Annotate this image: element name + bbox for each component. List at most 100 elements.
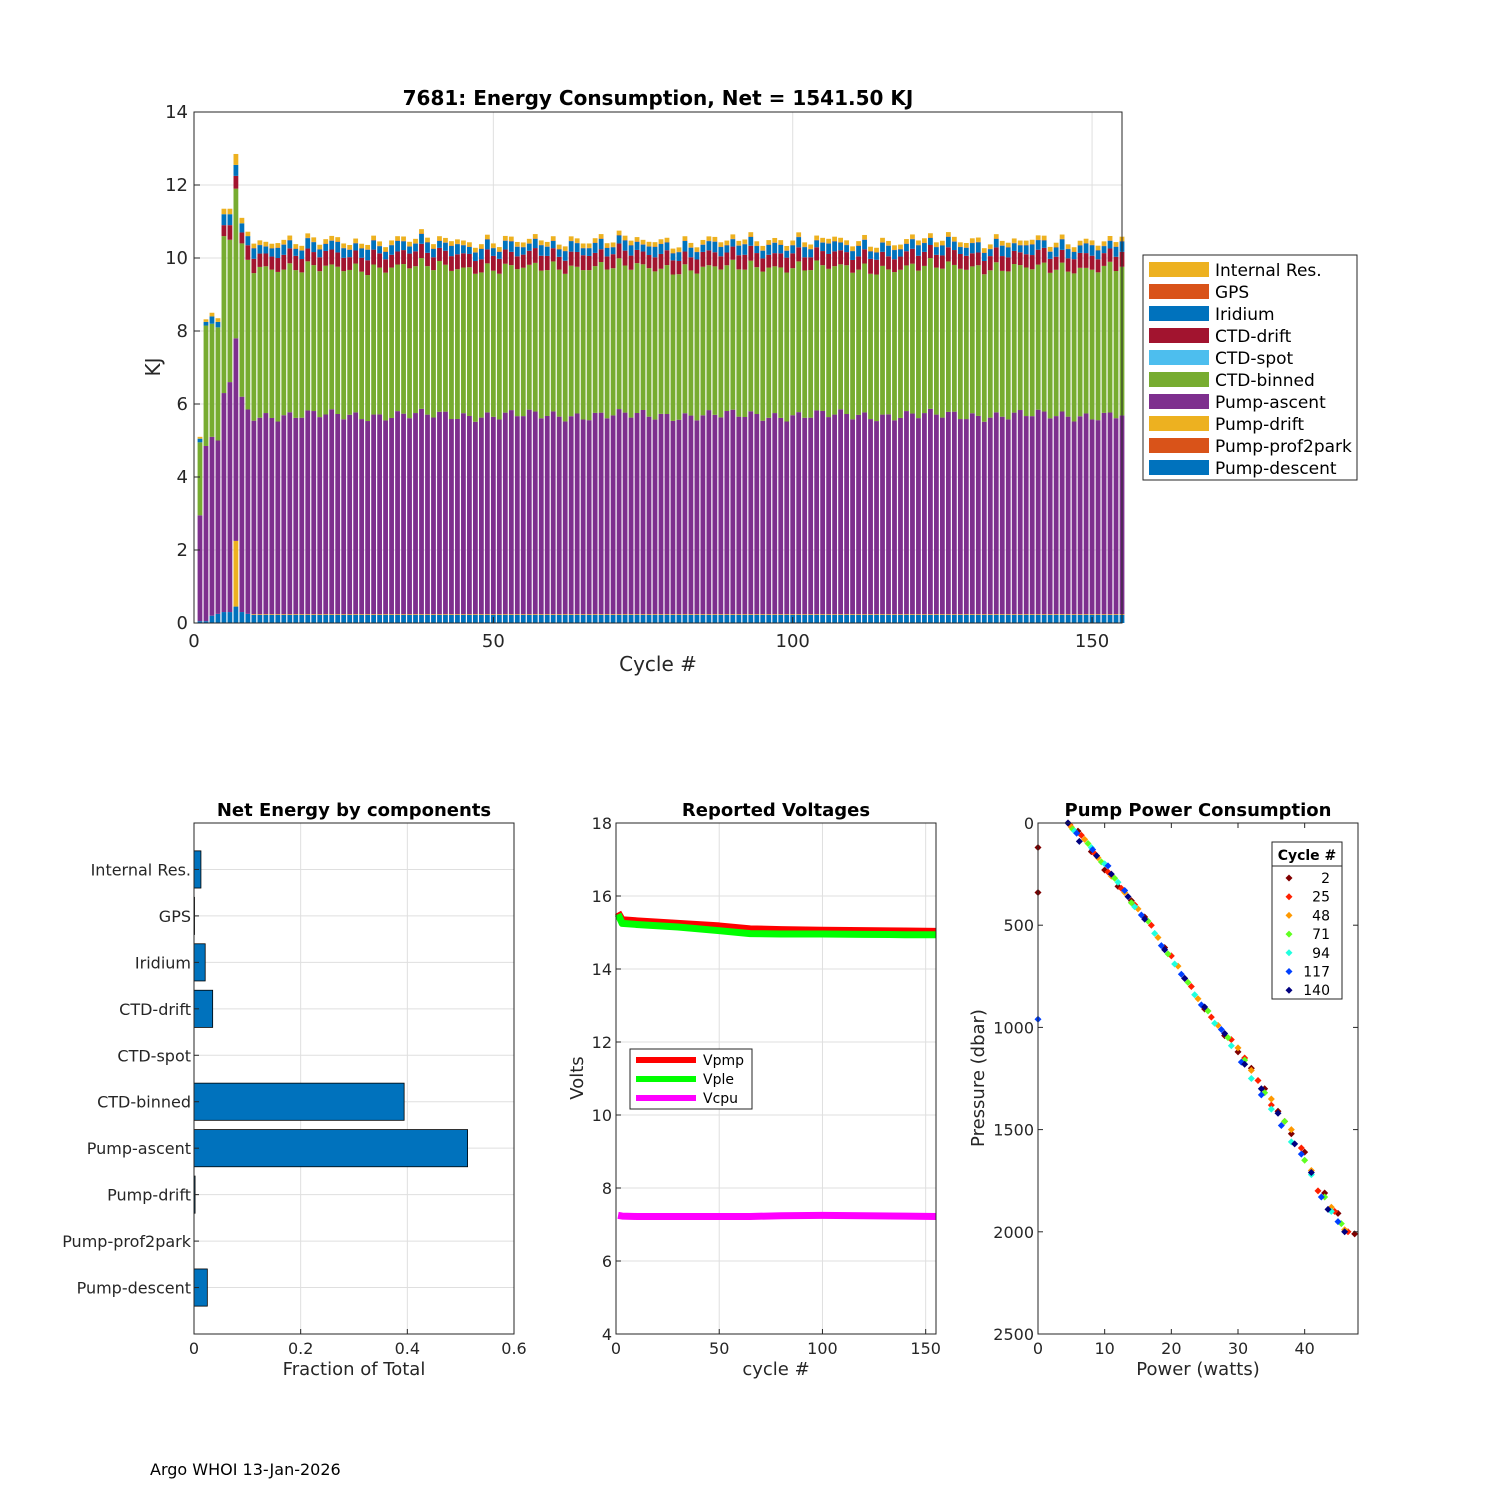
top-bar-segment — [916, 255, 921, 271]
top-bar-segment — [850, 251, 855, 260]
pump-data-point — [1307, 1169, 1315, 1177]
pump-y-tick-label: 2000 — [993, 1223, 1034, 1242]
top-bar-segment — [467, 614, 472, 623]
top-bar-segment — [1095, 272, 1101, 421]
top-bar-segment — [365, 421, 371, 615]
top-bar-segment — [904, 411, 909, 615]
top-bar-segment — [742, 244, 748, 255]
top-bar-segment — [658, 244, 664, 254]
top-bar-segment — [520, 247, 526, 255]
top-bar-segment — [221, 208, 227, 215]
top-bar-segment — [730, 234, 736, 239]
top-bar-segment — [287, 248, 293, 264]
top-bar-segment — [317, 614, 323, 623]
top-bar-segment — [610, 614, 616, 623]
top-bar-segment — [293, 248, 299, 256]
top-bar-segment — [898, 256, 903, 270]
top-bar-segment — [431, 614, 436, 623]
top-bar-segment — [275, 271, 281, 422]
top-bar-segment — [347, 257, 353, 270]
top-bar-segment — [353, 412, 359, 615]
top-bar-segment — [802, 417, 808, 615]
top-bar-segment — [670, 614, 676, 615]
top-bar-segment — [514, 614, 520, 623]
pump-data-point — [1257, 1091, 1265, 1099]
pump-legend-box — [1271, 841, 1343, 1000]
top-bar-segment — [880, 414, 885, 615]
top-bar-segment — [526, 238, 532, 244]
top-bar-segment — [676, 614, 682, 623]
top-bar-segment — [532, 262, 538, 412]
volt-y-tick-label: 6 — [602, 1252, 612, 1271]
top-bar-segment — [455, 418, 460, 615]
top-bar-segment — [574, 614, 580, 615]
top-bar-segment — [778, 417, 784, 615]
pump-data-point — [1207, 1013, 1215, 1021]
top-bar-segment — [784, 250, 790, 258]
top-bar-segment — [1113, 242, 1119, 247]
top-bar-segment — [401, 241, 406, 251]
pump-points — [1034, 819, 1359, 1238]
top-bar-segment — [335, 614, 341, 615]
top-bar-segment — [682, 614, 688, 615]
top-bar-segment — [712, 252, 718, 267]
top-bar-segment — [676, 419, 682, 615]
top-bar-segment — [586, 243, 592, 248]
top-bar-segment — [1083, 614, 1089, 623]
top-bar-segment — [886, 245, 891, 257]
top-bar-segment — [928, 614, 933, 623]
top-bar-segment — [532, 614, 538, 623]
top-bar-segment — [281, 269, 287, 416]
top-bar-segment — [981, 614, 987, 623]
pump-legend-marker — [1285, 911, 1293, 919]
top-bar-segment — [287, 614, 293, 615]
pump-x-tick-label: 40 — [1294, 1339, 1314, 1358]
top-bar-segment — [520, 416, 526, 615]
top-bar-segment — [359, 614, 365, 623]
top-bar-segment — [347, 614, 353, 615]
pump-data-point — [1194, 995, 1202, 1003]
top-bar-segment — [892, 272, 897, 421]
top-bar-segment — [987, 270, 993, 418]
top-bar-segment — [718, 269, 724, 418]
top-bar-segment — [520, 614, 526, 615]
top-bar-segment — [1083, 614, 1089, 615]
top-bar-segment — [1059, 239, 1065, 250]
top-bar-segment — [688, 614, 694, 615]
volt-legend: Vpmp Vple Vcpu — [629, 1048, 753, 1110]
top-bar-segment — [490, 248, 496, 256]
top-bar-segment — [389, 254, 394, 268]
top-bar-segment — [592, 614, 598, 623]
top-bar-segment — [245, 245, 251, 260]
top-bar-segment — [766, 417, 772, 615]
top-bar-segment — [1041, 247, 1047, 263]
top-bar-segment — [724, 240, 730, 245]
top-bar-segment — [472, 614, 478, 623]
top-bar-segment — [580, 270, 586, 420]
volt-x-tick-label: 100 — [807, 1339, 838, 1358]
top-bar-segment — [568, 265, 574, 417]
top-bar-segment — [227, 239, 233, 383]
top-bar-segment — [431, 244, 436, 249]
top-bar-segment — [778, 253, 784, 268]
top-bar-segment — [257, 266, 263, 418]
top-bar-segment — [628, 255, 634, 270]
pump-data-point — [1161, 946, 1169, 954]
top-bar-segment — [838, 409, 844, 615]
top-bar-segment — [640, 409, 646, 615]
top-bar-segment — [730, 409, 736, 615]
top-bar-segment — [1041, 614, 1047, 615]
top-bar-segment — [299, 272, 305, 418]
top-bar-segment — [233, 338, 239, 541]
top-bar-segment — [969, 614, 975, 623]
pump-data-point — [1141, 915, 1149, 923]
pump-data-point — [1257, 1085, 1265, 1093]
top-bar-segment — [377, 246, 382, 254]
top-bar-segment — [389, 267, 394, 418]
top-bar-segment — [221, 225, 227, 237]
pump-legend-marker — [1285, 949, 1293, 957]
top-bar-segment — [945, 247, 951, 262]
top-bar-segment — [461, 245, 466, 254]
volt-y-tick-label: 12 — [592, 1033, 612, 1052]
top-bar-segment — [203, 321, 209, 326]
